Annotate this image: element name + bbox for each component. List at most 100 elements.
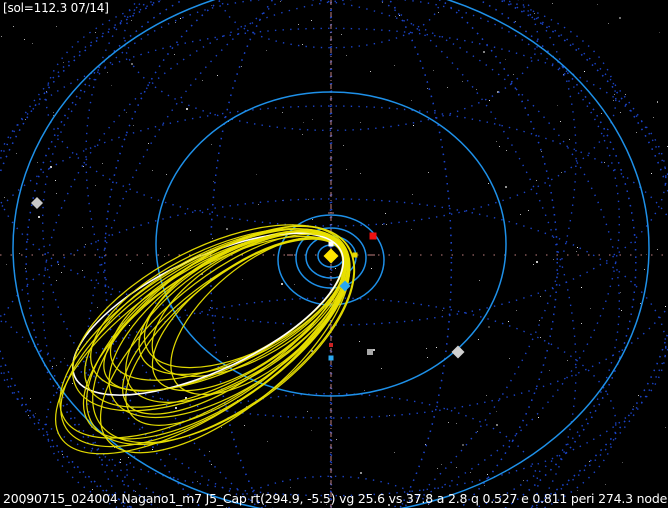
star <box>496 424 498 426</box>
star <box>160 248 161 249</box>
star <box>56 26 57 27</box>
grid-parallel <box>123 392 539 508</box>
star <box>442 310 443 311</box>
star <box>63 62 64 63</box>
star <box>303 122 304 123</box>
star <box>346 55 347 56</box>
star <box>625 94 626 95</box>
star <box>131 20 132 21</box>
star <box>35 413 36 414</box>
star <box>164 256 165 257</box>
star <box>311 430 312 431</box>
star <box>411 100 412 101</box>
body-earth <box>339 280 351 292</box>
star <box>78 349 79 350</box>
star <box>636 132 637 133</box>
star <box>13 26 14 27</box>
star <box>46 91 47 92</box>
star <box>221 427 222 428</box>
star <box>202 80 203 81</box>
star <box>653 117 654 118</box>
star <box>46 12 47 13</box>
star <box>488 326 490 328</box>
star <box>533 264 534 265</box>
star <box>589 461 590 462</box>
star <box>25 268 26 269</box>
grid-meridian <box>104 0 558 508</box>
star <box>534 13 535 14</box>
star <box>302 44 303 45</box>
star <box>112 429 113 430</box>
meteoroid-orbit <box>138 232 346 376</box>
star <box>657 102 658 103</box>
star <box>552 3 553 4</box>
star <box>58 264 59 265</box>
grid-parallel <box>0 198 667 497</box>
star <box>335 268 336 269</box>
star <box>201 273 203 275</box>
star <box>412 194 413 195</box>
star <box>433 70 434 71</box>
star <box>576 251 577 252</box>
star <box>657 101 658 102</box>
star <box>620 292 621 293</box>
star <box>496 411 497 412</box>
body-mercury <box>328 241 334 247</box>
star <box>95 32 96 33</box>
star <box>308 199 309 200</box>
star <box>256 174 257 175</box>
star <box>394 65 395 66</box>
grid-parallel <box>0 27 667 326</box>
star <box>540 337 541 338</box>
star <box>102 163 103 164</box>
star <box>213 181 214 182</box>
star <box>50 166 52 168</box>
body-saturn <box>451 345 465 359</box>
star <box>428 172 429 173</box>
planet-orbit-saturn <box>12 0 650 508</box>
star <box>489 100 490 101</box>
star <box>427 357 428 358</box>
star <box>211 464 212 465</box>
star <box>226 228 228 230</box>
star <box>577 247 578 248</box>
star <box>32 43 33 44</box>
star <box>620 112 621 113</box>
star <box>581 323 582 324</box>
body-ascending-node <box>329 343 333 347</box>
star <box>242 279 243 280</box>
star <box>282 200 283 201</box>
star <box>175 22 176 23</box>
star <box>30 398 31 399</box>
star <box>326 504 327 505</box>
star <box>246 406 247 407</box>
star <box>166 174 167 175</box>
star <box>185 397 187 399</box>
star <box>294 284 295 285</box>
star <box>120 462 121 463</box>
star <box>528 210 529 211</box>
meteoroid-orbit <box>86 225 355 446</box>
solar-longitude-label: [sol=112.3 07/14] <box>3 1 109 15</box>
star <box>426 348 427 349</box>
star <box>56 365 57 366</box>
star <box>53 112 54 113</box>
star <box>266 50 267 51</box>
planet-orbit-earth <box>295 227 367 289</box>
star <box>516 310 517 311</box>
star <box>55 180 56 181</box>
star <box>483 51 485 53</box>
star <box>505 186 507 188</box>
planet-orbit-layer <box>12 0 650 508</box>
star <box>425 444 426 445</box>
star <box>290 487 291 488</box>
star <box>659 32 660 33</box>
star <box>581 287 582 288</box>
star <box>614 94 615 95</box>
star <box>6 264 7 265</box>
star <box>258 204 259 205</box>
star <box>437 468 438 469</box>
star <box>462 81 463 82</box>
star <box>523 480 524 481</box>
star <box>484 485 485 486</box>
